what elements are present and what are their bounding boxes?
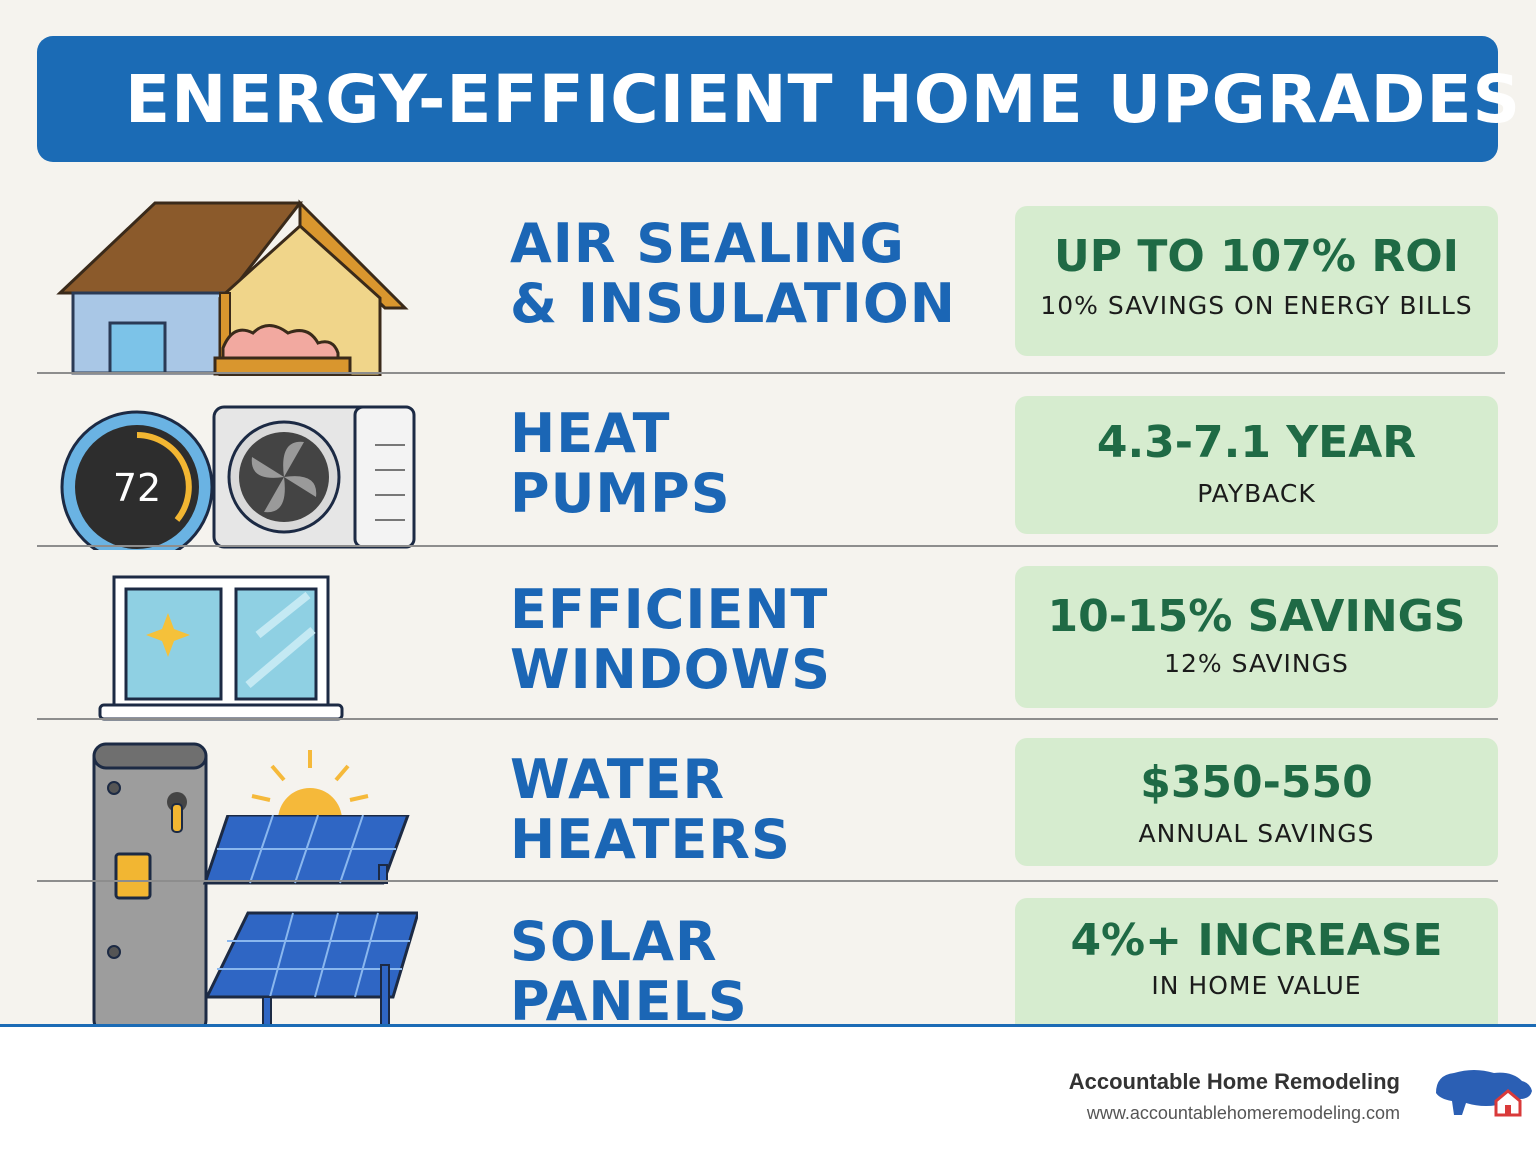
row-divider [37,880,1498,882]
stat-box-water-heaters: $350-550 ANNUAL SAVINGS [1015,738,1498,866]
stat-box-windows: 10-15% SAVINGS 12% SAVINGS [1015,566,1498,708]
page-title: ENERGY-EFFICIENT HOME UPGRADES [125,60,1522,138]
solar-panel-icon [203,815,418,1025]
stat-detail: PAYBACK [1197,479,1316,508]
stat-headline: $350-550 [1140,757,1373,808]
row-divider [37,545,1498,547]
heat-pump-icon: 72 [60,405,416,550]
stat-detail: 10% SAVINGS ON ENERGY BILLS [1040,291,1473,320]
footer: Accountable Home Remodeling www.accounta… [0,1024,1536,1157]
upgrade-label-air-sealing: AIR SEALING & INSULATION [510,212,956,335]
house-insulation-icon [56,199,409,376]
company-name: Accountable Home Remodeling [1068,1069,1400,1094]
stat-box-air-sealing: UP TO 107% ROI 10% SAVINGS ON ENERGY BIL… [1015,206,1498,356]
sun-icon [251,750,369,820]
stat-headline: 4.3-7.1 YEAR [1096,417,1417,468]
stat-headline: 4%+ INCREASE [1070,915,1443,966]
stat-headline: 10-15% SAVINGS [1047,591,1466,642]
upgrade-label-solar-panels: SOLAR PANELS [510,910,748,1033]
water-heater-icon [92,742,208,1025]
row-divider [37,372,1505,374]
upgrade-label-water-heaters: WATER HEATERS [510,748,791,871]
window-icon [98,575,344,721]
stat-box-solar-panels: 4%+ INCREASE IN HOME VALUE [1015,898,1498,1024]
row-divider [37,718,1498,720]
website-link[interactable]: www.accountablehomeremodeling.com [1086,1103,1400,1123]
stat-box-heat-pumps: 4.3-7.1 YEAR PAYBACK [1015,396,1498,534]
upgrade-label-heat-pumps: HEAT PUMPS [510,402,731,525]
stat-detail: 12% SAVINGS [1164,649,1349,678]
stat-detail: ANNUAL SAVINGS [1138,819,1375,848]
buffalo-house-logo-icon [1436,1070,1532,1117]
stat-detail: IN HOME VALUE [1151,971,1362,1000]
svg-text:72: 72 [113,466,161,510]
upgrade-label-windows: EFFICIENT WINDOWS [510,578,832,701]
stat-headline: UP TO 107% ROI [1054,231,1459,282]
title-banner: ENERGY-EFFICIENT HOME UPGRADES [37,36,1520,162]
